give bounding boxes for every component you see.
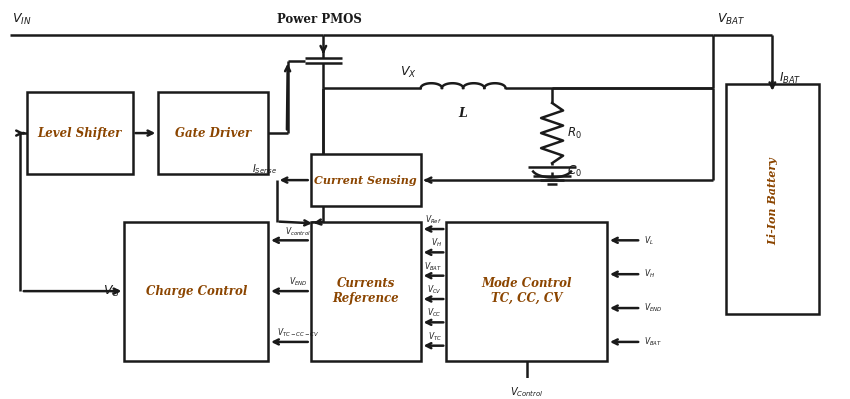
- Text: $I_{BAT}$: $I_{BAT}$: [779, 71, 802, 86]
- Text: $C_0$: $C_0$: [567, 164, 582, 179]
- FancyBboxPatch shape: [124, 221, 269, 361]
- Text: $V_{CC}$: $V_{CC}$: [428, 307, 442, 319]
- Text: $I_{Sense}$: $I_{Sense}$: [252, 162, 277, 176]
- FancyBboxPatch shape: [27, 92, 133, 174]
- Text: Power PMOS: Power PMOS: [276, 13, 361, 26]
- Text: $V_{BAT}$: $V_{BAT}$: [717, 12, 745, 27]
- Text: $V_G$: $V_G$: [103, 284, 120, 299]
- FancyBboxPatch shape: [310, 221, 421, 361]
- Text: $V_{CV}$: $V_{CV}$: [427, 284, 442, 296]
- FancyBboxPatch shape: [310, 154, 421, 206]
- FancyBboxPatch shape: [726, 84, 819, 314]
- FancyBboxPatch shape: [158, 92, 269, 174]
- Text: $V_{Ref}$: $V_{Ref}$: [425, 213, 442, 226]
- Text: $V_{BAT}$: $V_{BAT}$: [643, 336, 662, 348]
- Text: $V_{END}$: $V_{END}$: [643, 302, 662, 314]
- Text: $R_0$: $R_0$: [567, 126, 582, 140]
- Text: $V_{END}$: $V_{END}$: [289, 276, 307, 288]
- Text: $V_X$: $V_X$: [400, 65, 416, 80]
- Text: $V_L$: $V_L$: [643, 234, 654, 247]
- Text: $V_H$: $V_H$: [643, 268, 654, 280]
- Text: Gate Driver: Gate Driver: [175, 126, 252, 140]
- FancyBboxPatch shape: [446, 221, 607, 361]
- Text: $V_{TC}$: $V_{TC}$: [428, 330, 442, 343]
- Text: $V_{control}$: $V_{control}$: [285, 225, 311, 238]
- Text: $V_{TC-CC-CV}$: $V_{TC-CC-CV}$: [277, 327, 319, 339]
- Text: Level Shifter: Level Shifter: [37, 126, 122, 140]
- Text: Li-Ion Battery: Li-Ion Battery: [767, 157, 778, 245]
- Text: Mode Control
TC, CC, CV: Mode Control TC, CC, CV: [481, 277, 572, 305]
- Text: Charge Control: Charge Control: [145, 284, 247, 298]
- Text: $V_{Control}$: $V_{Control}$: [510, 385, 543, 399]
- Text: $V_H$: $V_H$: [431, 237, 442, 249]
- Text: Currents
Reference: Currents Reference: [332, 277, 399, 305]
- Text: Current Sensing: Current Sensing: [314, 175, 417, 186]
- Text: L: L: [459, 107, 468, 120]
- Text: $V_{BAT}$: $V_{BAT}$: [424, 260, 442, 273]
- Text: $V_{IN}$: $V_{IN}$: [12, 12, 31, 27]
